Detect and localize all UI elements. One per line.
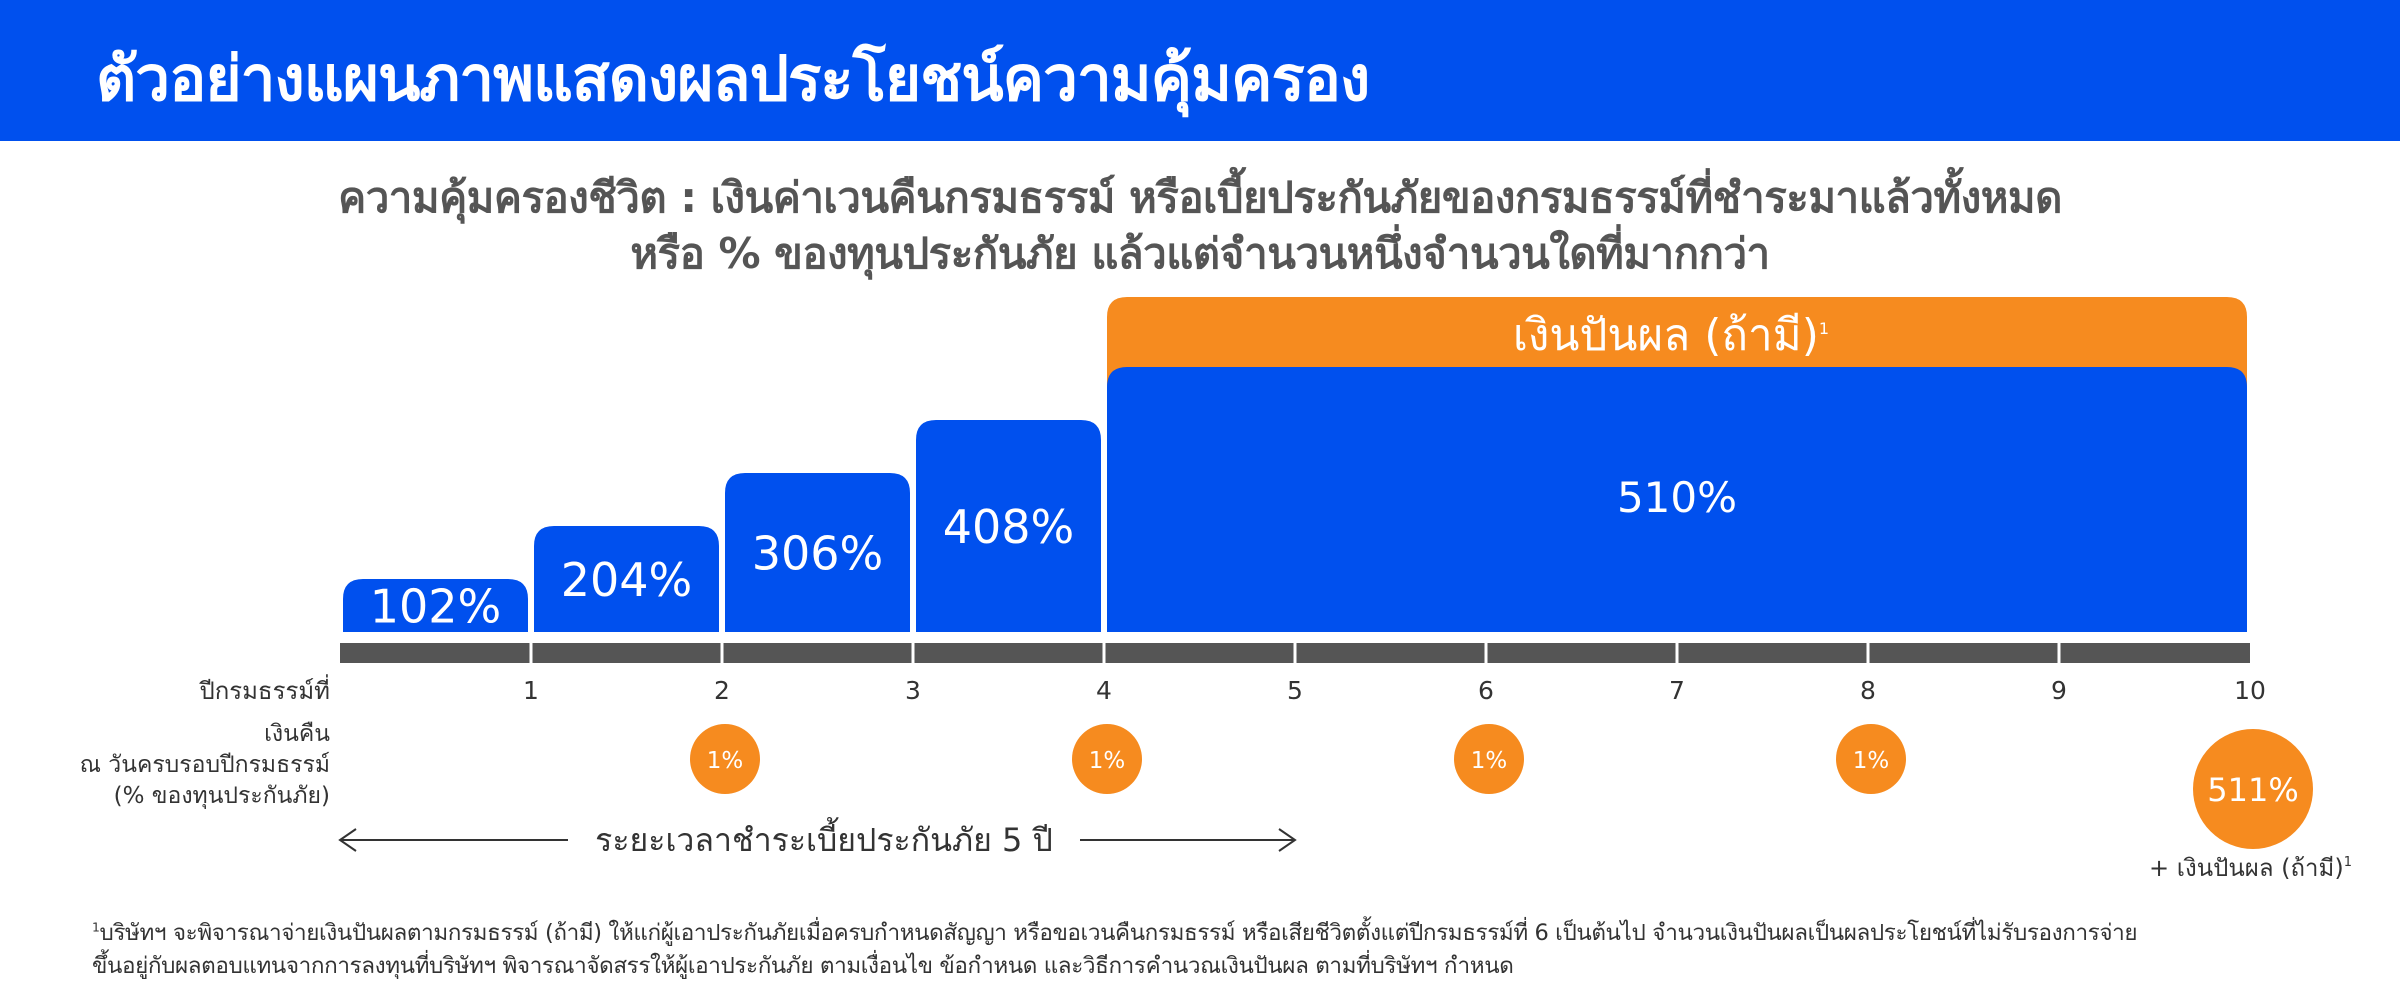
footnote-marker: 1 [92, 920, 100, 935]
coverage-bar-5-10 [1107, 367, 2247, 632]
year-tick-label: 5 [1287, 676, 1303, 705]
coverage-value-label: 510% [1617, 473, 1737, 522]
timeline-divider [1293, 643, 1297, 663]
year-tick-label: 1 [523, 676, 539, 705]
x-axis-label: ปีกรมธรรม์ที่ [198, 674, 330, 705]
coverage-value-label: 102% [370, 580, 502, 634]
chart-subtitle-line2: หรือ % ของทุนประกันภัย แล้วแต่จำนวนหนึ่ง… [630, 229, 1770, 278]
year-tick-label: 6 [1478, 676, 1494, 705]
timeline-divider [2057, 643, 2061, 663]
maturity-note: + เงินปันผล (ถ้ามี)1 [2149, 854, 2352, 882]
coverage-value-label: 204% [561, 553, 693, 607]
coverage-bar-4 [916, 420, 1101, 632]
timeline-divider [1866, 643, 1870, 663]
year-tick-label: 8 [1860, 676, 1876, 705]
cash-back-circle [1072, 724, 1142, 794]
timeline-divider [1484, 643, 1488, 663]
year-tick-label: 7 [1669, 676, 1685, 705]
payment-arrow-right-head [1278, 828, 1297, 852]
dividend-label: เงินปันผล (ถ้ามี)1 [1513, 310, 1829, 361]
cash-back-value: 1% [1089, 748, 1126, 774]
year-tick-label: 4 [1096, 676, 1112, 705]
payment-arrow-left-head [338, 828, 357, 852]
cash-back-row-label: เงินคืน [264, 721, 330, 747]
footnote-line2: ขึ้นอยู่กับผลตอบแทนจากการลงทุนที่บริษัทฯ… [92, 953, 1514, 979]
maturity-circle [2193, 729, 2313, 849]
timeline-divider [529, 643, 533, 663]
cash-back-row-label: ณ วันครบรอบปีกรมธรรม์ [80, 751, 330, 778]
cash-back-circle [1836, 724, 1906, 794]
year-tick-label: 2 [714, 676, 730, 705]
maturity-value: 511% [2207, 771, 2298, 809]
footnote-line1: 1บริษัทฯ จะพิจารณาจ่ายเงินปันผลตามกรมธรร… [92, 914, 2138, 950]
payment-period-label: ระยะเวลาชำระเบี้ยประกันภัย 5 ปี [595, 817, 1053, 859]
page-title: ตัวอย่างแผนภาพแสดงผลประโยชน์ความคุ้มครอง [96, 42, 1370, 115]
cash-back-value: 1% [1853, 748, 1890, 774]
coverage-bar-2 [534, 526, 719, 632]
header-bar: ตัวอย่างแผนภาพแสดงผลประโยชน์ความคุ้มครอง [0, 0, 2400, 141]
year-tick-label: 10 [2234, 676, 2266, 705]
cash-back-circle [690, 724, 760, 794]
timeline-divider [1102, 643, 1106, 663]
cash-back-value: 1% [1471, 748, 1508, 774]
cash-back-value: 1% [707, 748, 744, 774]
year-tick-label: 3 [905, 676, 921, 705]
timeline-divider [1675, 643, 1679, 663]
coverage-bar-3 [725, 473, 910, 632]
timeline-divider [720, 643, 724, 663]
coverage-value-label: 306% [752, 527, 884, 581]
cash-back-circle [1454, 724, 1524, 794]
cash-back-row-label: (% ของทุนประกันภัย) [114, 783, 330, 809]
year-tick-label: 9 [2051, 676, 2067, 705]
chart-subtitle-line1: ความคุ้มครองชีวิต : เงินค่าเวนคืนกรมธรรม… [338, 173, 2062, 222]
timeline-divider [911, 643, 915, 663]
footnote-text-1: บริษัทฯ จะพิจารณาจ่ายเงินปันผลตามกรมธรรม… [99, 920, 2138, 946]
coverage-bar-1 [343, 579, 528, 632]
coverage-value-label: 408% [943, 500, 1075, 554]
